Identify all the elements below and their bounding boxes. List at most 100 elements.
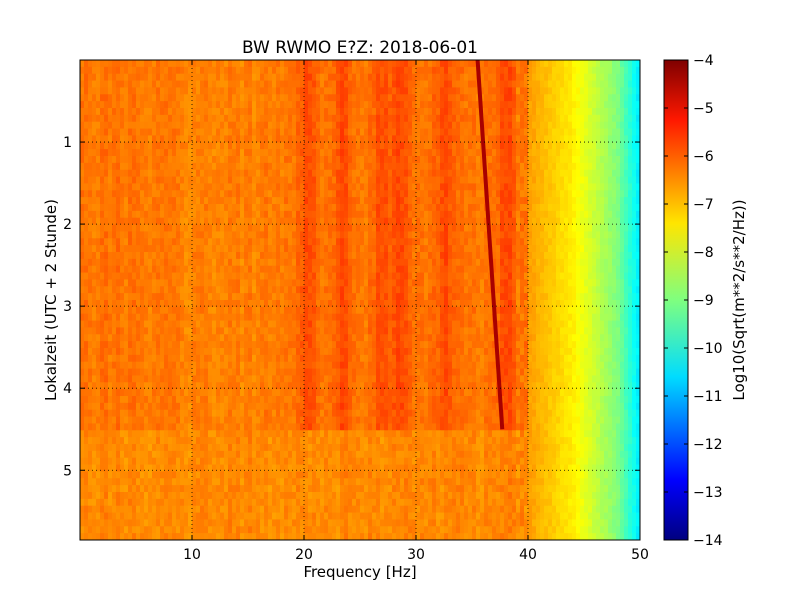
heatmap-cell [160,204,165,212]
heatmap-cell [580,231,585,239]
heatmap-cell [120,94,125,102]
heatmap-cell [592,217,597,225]
heatmap-cell [236,252,241,260]
heatmap-cell [492,156,497,164]
heatmap-cell [224,190,229,198]
heatmap-cell [336,156,341,164]
heatmap-cell [196,272,201,280]
heatmap-cell [392,204,397,212]
heatmap-cell [564,224,569,232]
heatmap-cell [532,176,537,184]
heatmap-cell [176,197,181,205]
heatmap-cell [476,176,481,184]
heatmap-cell [428,80,433,88]
heatmap-cell [256,156,261,164]
heatmap-cell [636,101,641,109]
heatmap-cell [252,135,257,143]
heatmap-cell [252,300,257,308]
heatmap-cell [136,183,141,191]
heatmap-cell [548,272,553,280]
heatmap-cell [284,128,289,136]
heatmap-cell [404,73,409,81]
heatmap-cell [92,121,97,129]
heatmap-cell [548,142,553,150]
heatmap-cell [136,121,141,129]
heatmap-cell [316,300,321,308]
heatmap-cell [380,252,385,260]
heatmap-cell [456,128,461,136]
heatmap-cell [524,87,529,95]
heatmap-cell [568,128,573,136]
heatmap-cell [256,87,261,95]
heatmap-cell [168,279,173,287]
heatmap-cell [304,245,309,253]
heatmap-cell [524,142,529,150]
heatmap-cell [492,94,497,102]
heatmap-cell [216,128,221,136]
heatmap-cell [344,121,349,129]
heatmap-cell [408,108,413,116]
heatmap-cell [568,135,573,143]
heatmap-cell [624,73,629,81]
heatmap-cell [316,238,321,246]
heatmap-cell [312,279,317,287]
heatmap-cell [488,176,493,184]
heatmap-cell [436,258,441,267]
heatmap-cell [536,231,541,239]
heatmap-cell [176,94,181,102]
heatmap-cell [100,238,105,246]
heatmap-cell [516,279,521,287]
heatmap-cell [296,169,301,177]
heatmap-cell [388,231,393,239]
heatmap-cell [520,210,525,219]
heatmap-cell [612,66,617,75]
heatmap-cell [500,238,505,246]
heatmap-cell [508,128,513,136]
heatmap-cell [392,73,397,81]
heatmap-cell [452,279,457,287]
heatmap-cell [236,149,241,157]
heatmap-cell [408,80,413,88]
heatmap-cell [140,231,145,239]
heatmap-cell [140,272,145,280]
heatmap-cell [420,238,425,246]
heatmap-cell [468,279,473,287]
heatmap-cell [336,197,341,205]
heatmap-cell [112,217,117,225]
heatmap-cell [360,94,365,102]
heatmap-cell [564,279,569,287]
heatmap-cell [308,238,313,246]
heatmap-cell [116,73,121,81]
heatmap-cell [212,156,217,164]
heatmap-cell [600,272,605,280]
heatmap-cell [584,293,589,301]
heatmap-cell [120,265,125,273]
heatmap-cell [188,121,193,129]
heatmap-cell [636,252,641,260]
heatmap-cell [464,293,469,301]
heatmap-cell [528,162,533,171]
heatmap-cell [568,286,573,294]
heatmap-cell [312,108,317,116]
heatmap-cell [292,217,297,225]
heatmap-cell [380,176,385,184]
heatmap-cell [364,101,369,109]
heatmap-cell [276,73,281,81]
heatmap-cell [308,300,313,308]
heatmap-cell [360,204,365,212]
heatmap-cell [348,238,353,246]
heatmap-cell [108,108,113,116]
heatmap-cell [172,87,177,95]
heatmap-cell [512,101,517,109]
heatmap-cell [228,60,233,68]
heatmap-cell [156,265,161,273]
heatmap-cell [192,204,197,212]
heatmap-cell [600,293,605,301]
heatmap-cell [88,224,93,232]
heatmap-cell [388,245,393,253]
heatmap-cell [168,190,173,198]
heatmap-cell [500,252,505,260]
heatmap-cell [632,272,637,280]
heatmap-cell [276,87,281,95]
heatmap-cell [520,169,525,177]
